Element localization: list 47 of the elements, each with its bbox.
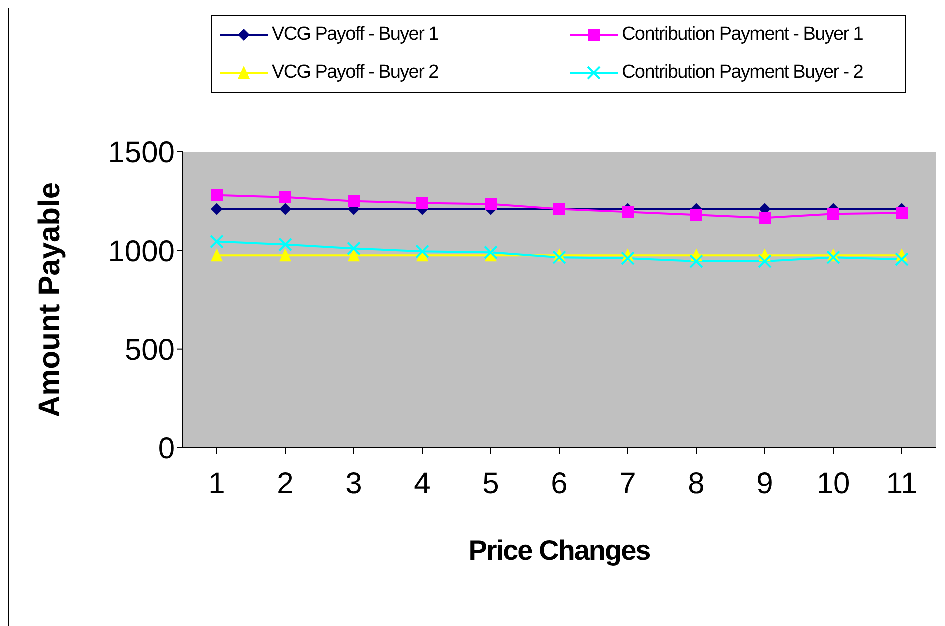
point (621, 252, 635, 266)
x-axis-title: Price Changes (468, 535, 651, 566)
x-tick-label: 9 (756, 467, 774, 500)
point (211, 189, 223, 202)
legend-label: Contribution Payment Buyer - 2 (622, 62, 864, 84)
x-tick-label: 4 (414, 467, 431, 500)
x-tick-label: 1 (208, 467, 226, 500)
point (759, 212, 771, 224)
y-tick-label: 500 (124, 334, 175, 367)
point (552, 250, 566, 265)
point (280, 191, 292, 204)
point (416, 244, 430, 259)
y-tick-label: 1500 (108, 136, 175, 170)
x-tick-label: 2 (277, 467, 294, 500)
point (211, 248, 223, 262)
point (280, 248, 292, 262)
x-tick-label: 3 (346, 467, 362, 500)
point (348, 248, 360, 262)
point (622, 206, 634, 218)
point (690, 254, 704, 269)
point (211, 203, 223, 216)
x-tick-label: 8 (688, 467, 705, 500)
point (758, 254, 772, 269)
point (347, 242, 361, 256)
point (484, 246, 498, 260)
point (828, 208, 840, 220)
point (690, 209, 702, 222)
x-tick-label: 11 (886, 467, 918, 500)
point (826, 250, 840, 265)
legend-label: VCG Payoff - Buyer 2 (272, 62, 438, 84)
point (278, 238, 292, 252)
point (210, 234, 224, 249)
point (348, 195, 360, 208)
point (485, 198, 497, 210)
point (280, 203, 292, 216)
x-tick-label: 10 (816, 467, 850, 500)
y-tick-label: 1000 (108, 235, 175, 268)
x-tick-label: 7 (620, 467, 636, 500)
point (896, 207, 908, 220)
x-tick-label: 5 (482, 467, 500, 500)
point (895, 252, 909, 267)
legend-label: Contribution Payment - Buyer 1 (622, 24, 864, 46)
point (416, 197, 428, 210)
y-axis-title: Amount Payable (34, 182, 67, 418)
legend-label: VCG Payoff - Buyer 1 (272, 24, 438, 46)
x-tick-label: 6 (551, 467, 568, 500)
y-tick-label: 0 (158, 432, 175, 466)
